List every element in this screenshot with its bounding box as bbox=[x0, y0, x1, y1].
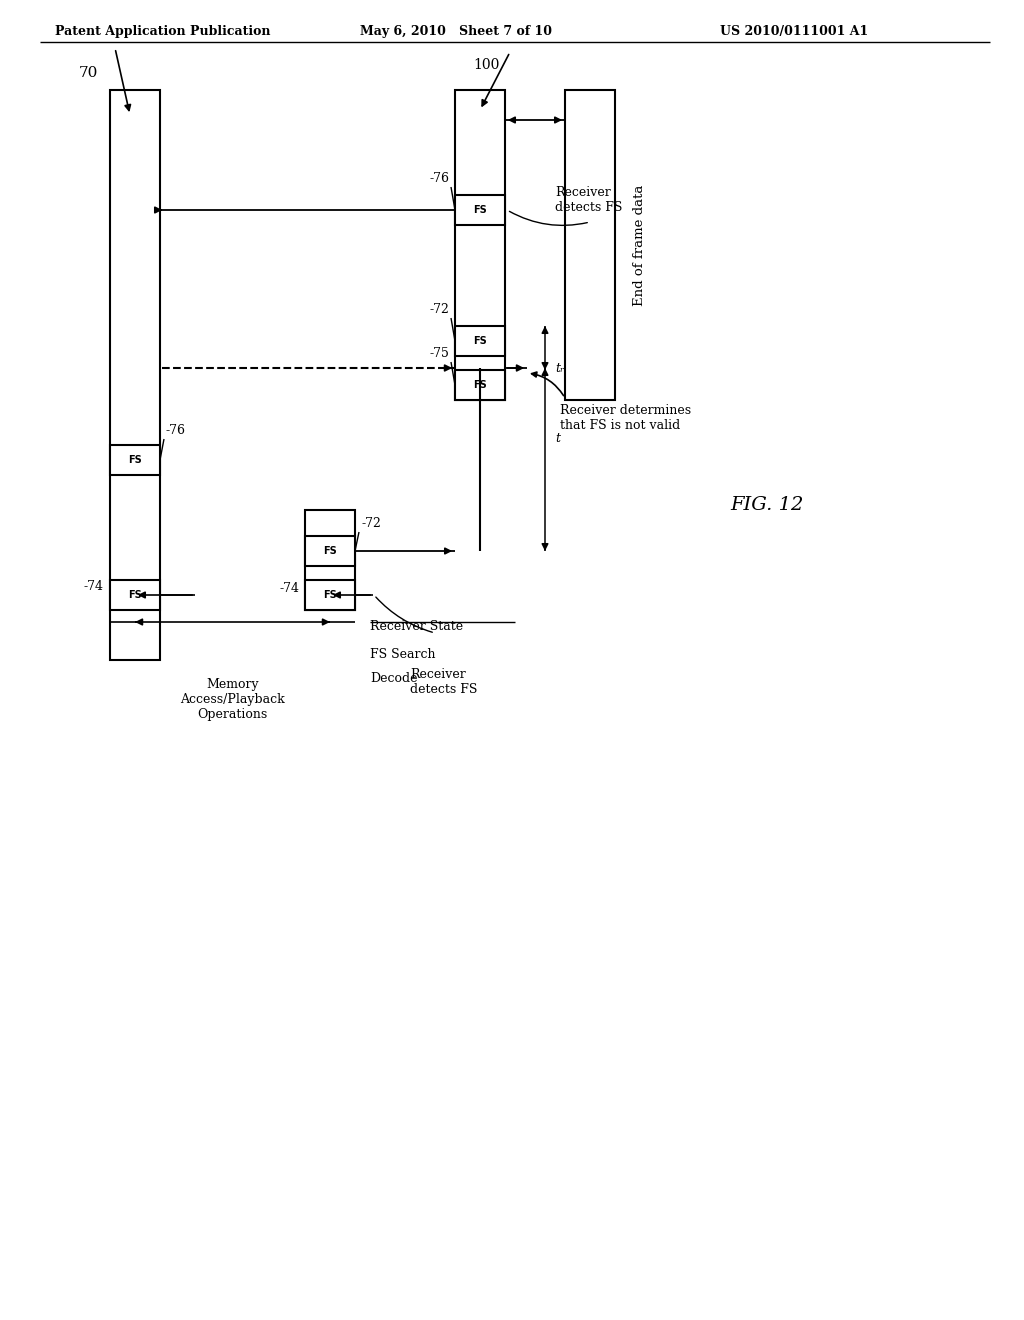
Text: -75: -75 bbox=[429, 347, 449, 360]
Text: FS: FS bbox=[324, 546, 337, 556]
Bar bbox=[455, 90, 505, 400]
Text: FS Search: FS Search bbox=[370, 648, 435, 661]
Text: May 6, 2010   Sheet 7 of 10: May 6, 2010 Sheet 7 of 10 bbox=[360, 25, 552, 38]
Text: FS: FS bbox=[473, 205, 486, 215]
Text: End of frame data: End of frame data bbox=[633, 185, 646, 306]
Bar bbox=[565, 90, 615, 400]
Bar bbox=[110, 445, 160, 475]
Text: Receiver determines
that FS is not valid: Receiver determines that FS is not valid bbox=[560, 404, 691, 432]
Text: Receiver
detects FS: Receiver detects FS bbox=[555, 186, 623, 214]
Text: FS: FS bbox=[473, 380, 486, 389]
Text: US 2010/0111001 A1: US 2010/0111001 A1 bbox=[720, 25, 868, 38]
Bar bbox=[455, 370, 505, 400]
Text: 70: 70 bbox=[79, 66, 98, 81]
Text: t: t bbox=[555, 432, 560, 445]
Text: Receiver State: Receiver State bbox=[370, 620, 463, 634]
Text: FS: FS bbox=[324, 590, 337, 601]
Bar bbox=[305, 510, 355, 610]
Text: -76: -76 bbox=[429, 172, 449, 185]
Text: -76: -76 bbox=[166, 424, 186, 437]
Bar bbox=[110, 579, 160, 610]
Bar bbox=[110, 90, 160, 660]
Text: Receiver
detects FS: Receiver detects FS bbox=[410, 668, 477, 696]
Bar bbox=[455, 326, 505, 356]
Text: FS: FS bbox=[128, 590, 142, 601]
Text: -72: -72 bbox=[361, 517, 381, 531]
Text: FIG. 12: FIG. 12 bbox=[730, 496, 804, 513]
Text: Memory
Access/Playback
Operations: Memory Access/Playback Operations bbox=[180, 678, 285, 721]
Bar bbox=[455, 195, 505, 224]
Bar bbox=[305, 579, 355, 610]
Text: 100: 100 bbox=[473, 58, 500, 73]
Text: Patent Application Publication: Patent Application Publication bbox=[55, 25, 270, 38]
Text: FS: FS bbox=[128, 455, 142, 465]
Bar bbox=[305, 536, 355, 566]
Text: Decode: Decode bbox=[370, 672, 418, 685]
Text: -72: -72 bbox=[429, 304, 449, 315]
Text: -74: -74 bbox=[84, 581, 104, 594]
Text: FS: FS bbox=[473, 337, 486, 346]
Text: tᵣ: tᵣ bbox=[555, 363, 564, 375]
Text: -74: -74 bbox=[279, 582, 299, 595]
